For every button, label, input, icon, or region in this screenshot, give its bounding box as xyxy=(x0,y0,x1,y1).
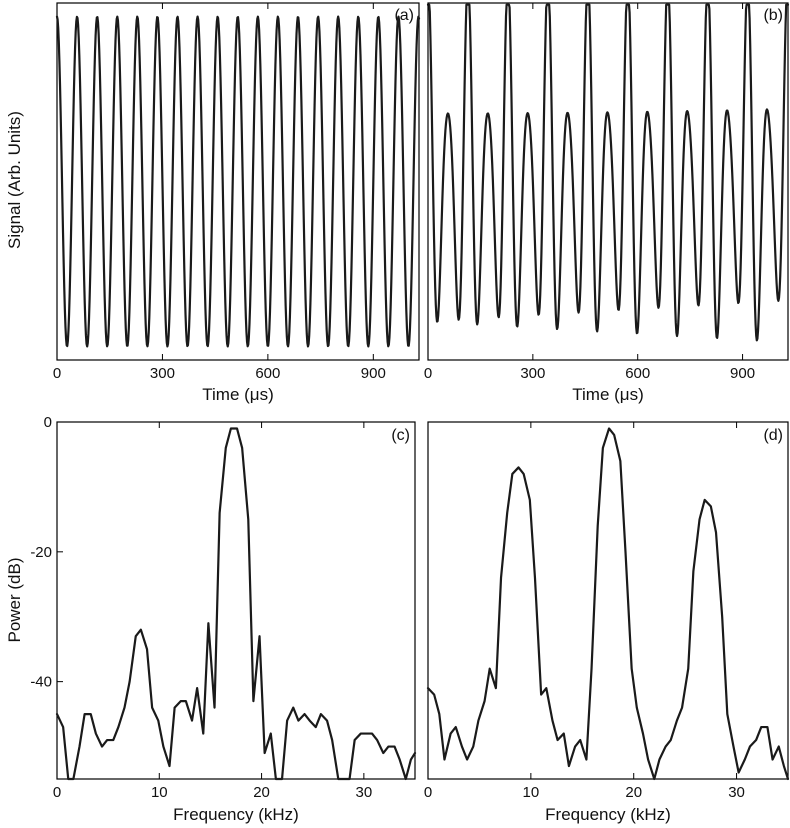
x-tick-label-a-0: 0 xyxy=(53,365,61,382)
x-tick-label-c-1: 10 xyxy=(151,784,168,801)
panel-a-xlabel: Time (μs) xyxy=(202,385,274,404)
panel-d-xlabel: Frequency (kHz) xyxy=(545,805,671,824)
x-tick-label-a-1: 300 xyxy=(150,365,175,382)
x-tick-label-a-3: 900 xyxy=(361,365,386,382)
series-line-c xyxy=(55,427,417,781)
series-line-d xyxy=(426,427,790,781)
panel-c-frame xyxy=(56,421,416,780)
panel-d-frame xyxy=(427,421,789,780)
x-tick-label-d-0: 0 xyxy=(424,784,432,801)
panel-c-xlabel: Frequency (kHz) xyxy=(173,805,299,824)
panel-c-ylabel: Power (dB) xyxy=(5,557,24,642)
panel-a-ylabel: Signal (Arb. Units) xyxy=(5,111,24,249)
y-tick-label-c-1: -20 xyxy=(30,544,52,561)
x-tick-label-d-3: 30 xyxy=(728,784,745,801)
series-line-a xyxy=(55,15,421,348)
series-line-b xyxy=(426,3,790,342)
x-tick-label-b-2: 600 xyxy=(625,365,650,382)
panel-a-frame xyxy=(56,2,420,361)
y-tick-label-c-2: -40 xyxy=(30,674,52,691)
panel-b-frame xyxy=(427,2,789,361)
panel-b-label: (b) xyxy=(763,7,783,24)
y-tick-label-c-0: 0 xyxy=(44,414,52,431)
panel-b-xlabel: Time (μs) xyxy=(572,385,644,404)
panel-d-label: (d) xyxy=(763,427,783,444)
x-tick-label-b-1: 300 xyxy=(520,365,545,382)
x-tick-label-c-2: 20 xyxy=(253,784,270,801)
x-tick-label-c-0: 0 xyxy=(53,784,61,801)
panel-c-label: (c) xyxy=(391,427,410,444)
x-tick-label-a-2: 600 xyxy=(255,365,280,382)
x-tick-label-c-3: 30 xyxy=(356,784,373,801)
x-tick-label-d-1: 10 xyxy=(523,784,540,801)
x-tick-label-b-3: 900 xyxy=(730,365,755,382)
x-tick-label-b-0: 0 xyxy=(424,365,432,382)
x-tick-label-d-2: 20 xyxy=(625,784,642,801)
